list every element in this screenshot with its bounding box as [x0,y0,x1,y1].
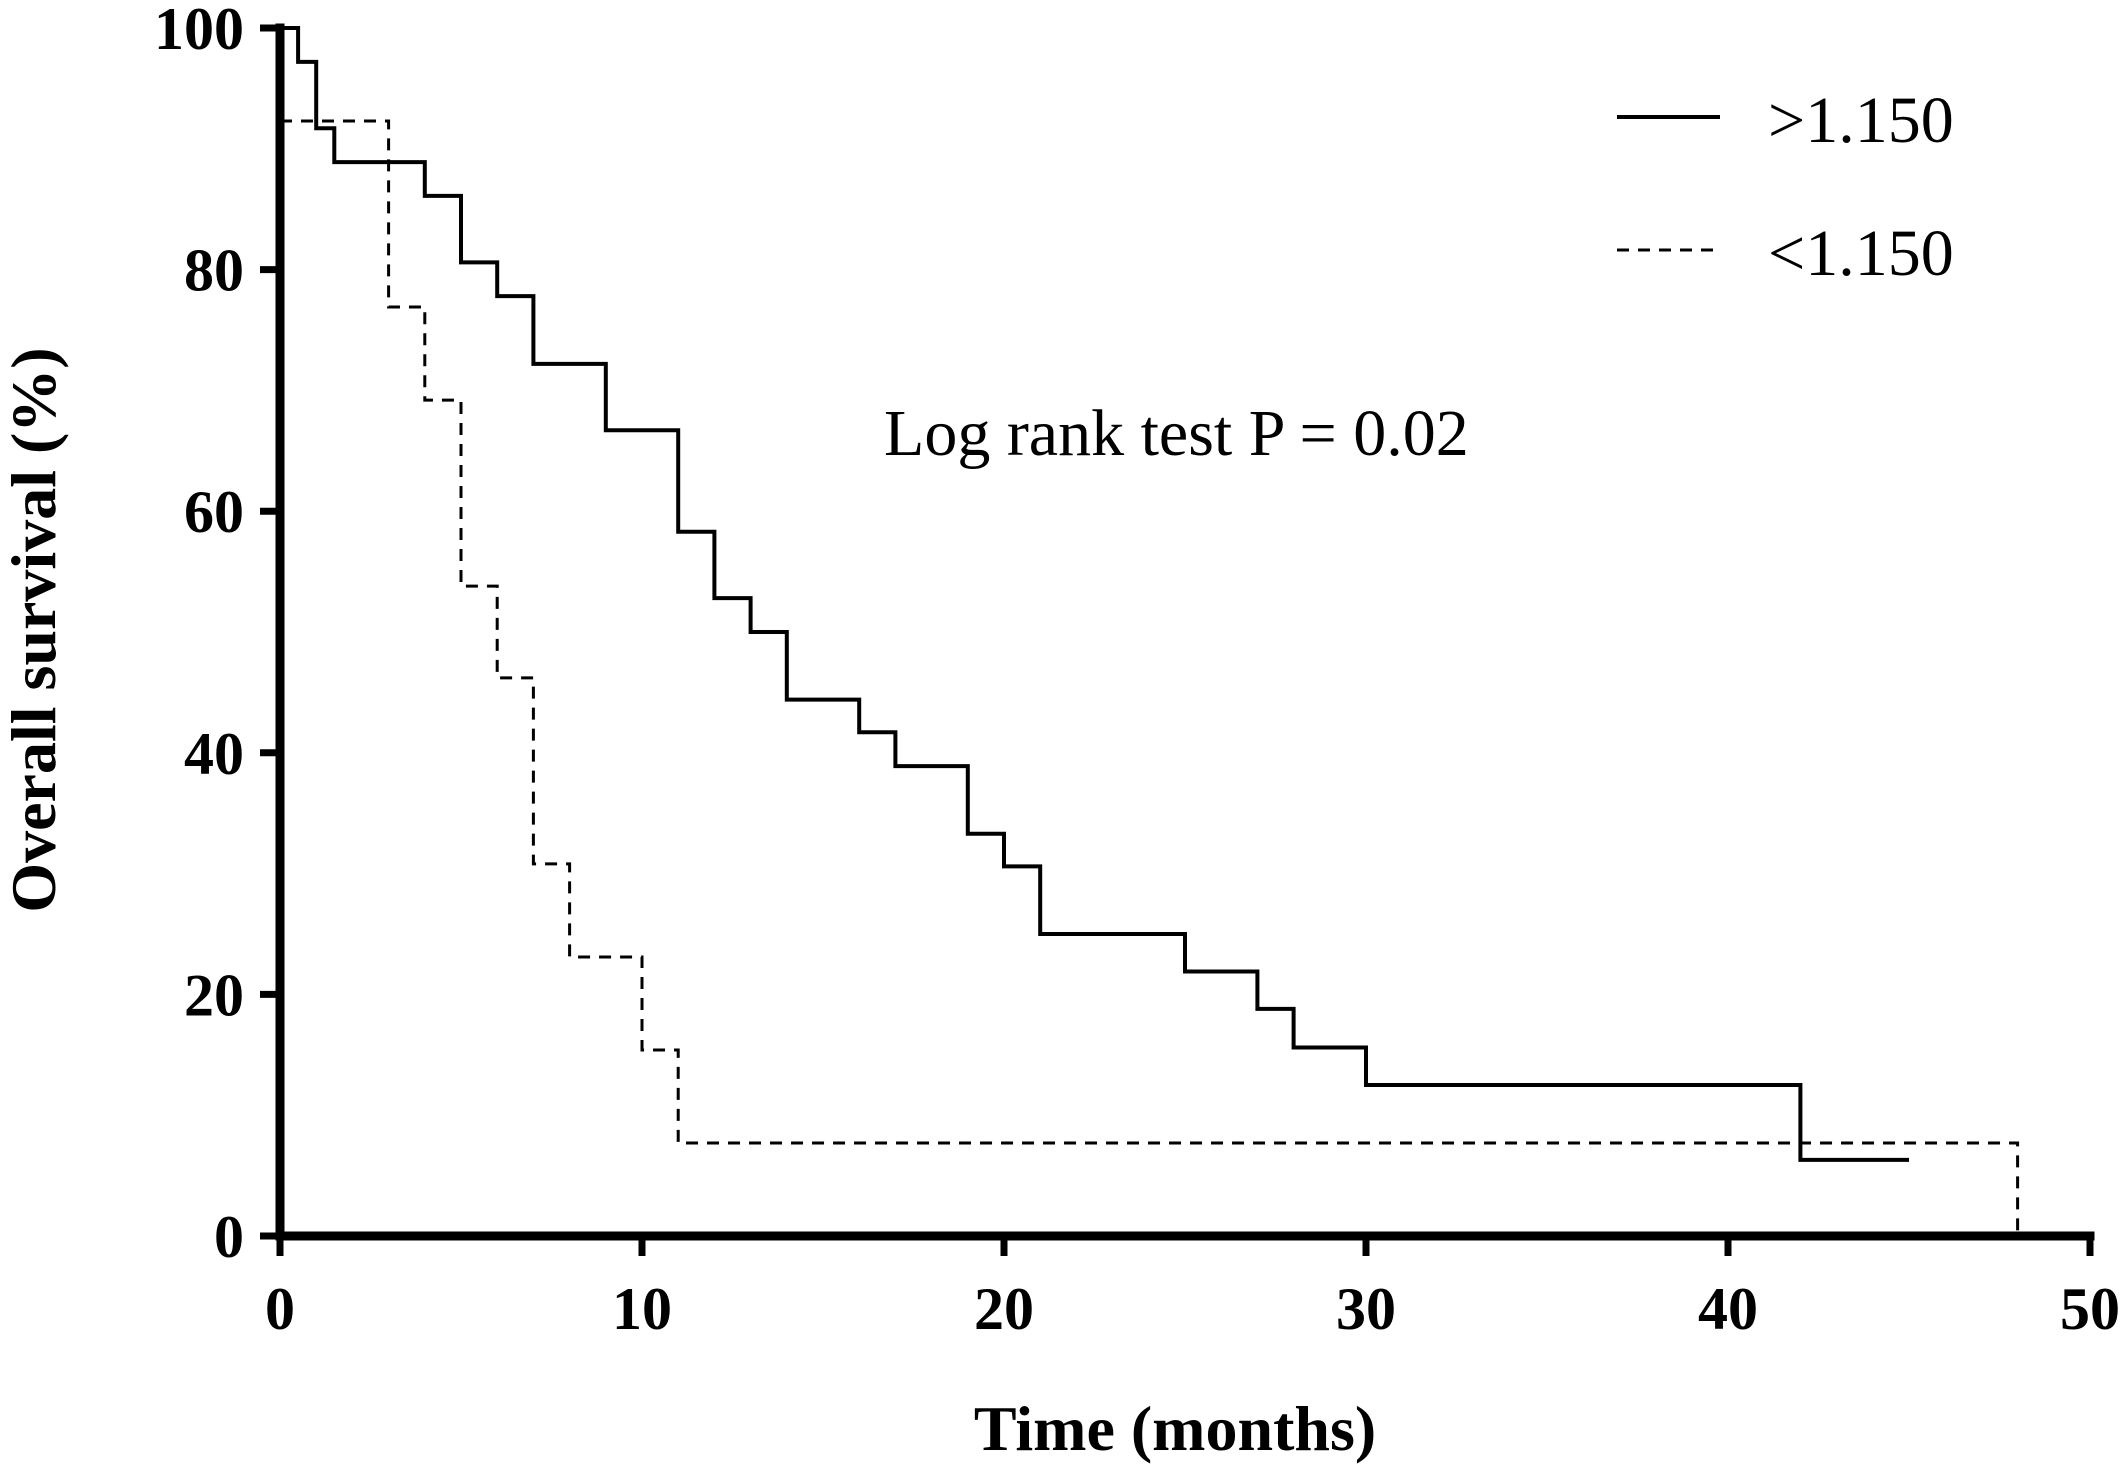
series-line-1 [280,26,1909,1162]
survival-curves [280,26,2020,1236]
legend: >1.150 <1.150 [1617,84,1954,290]
y-axis-label: Overall survival (%) [0,347,69,912]
x-tick-label: 10 [612,1276,672,1342]
y-tick-label: 40 [184,721,244,787]
y-tick-label: 80 [184,238,244,304]
log-rank-annotation: Log rank test P = 0.02 [884,397,1469,470]
x-tick-label: 20 [974,1276,1034,1342]
legend-label-series-2: <1.150 [1768,217,1954,290]
y-tick-label: 60 [184,479,244,545]
x-tick-label: 30 [1336,1276,1396,1342]
x-tick-label: 40 [1698,1276,1758,1342]
tick-marks [260,24,2094,1256]
tick-labels: 0 10 20 30 40 50 0 20 40 60 80 100 [154,0,2120,1342]
legend-label-series-1: >1.150 [1768,84,1954,157]
x-tick-label: 0 [265,1276,295,1342]
y-tick-label: 0 [214,1204,244,1270]
y-tick-label: 20 [184,962,244,1028]
x-axis-label: Time (months) [974,1393,1376,1464]
y-tick-label: 100 [154,0,244,62]
axes [275,23,2095,1241]
series-line-2 [280,119,2020,1236]
x-tick-label: 50 [2060,1276,2120,1342]
